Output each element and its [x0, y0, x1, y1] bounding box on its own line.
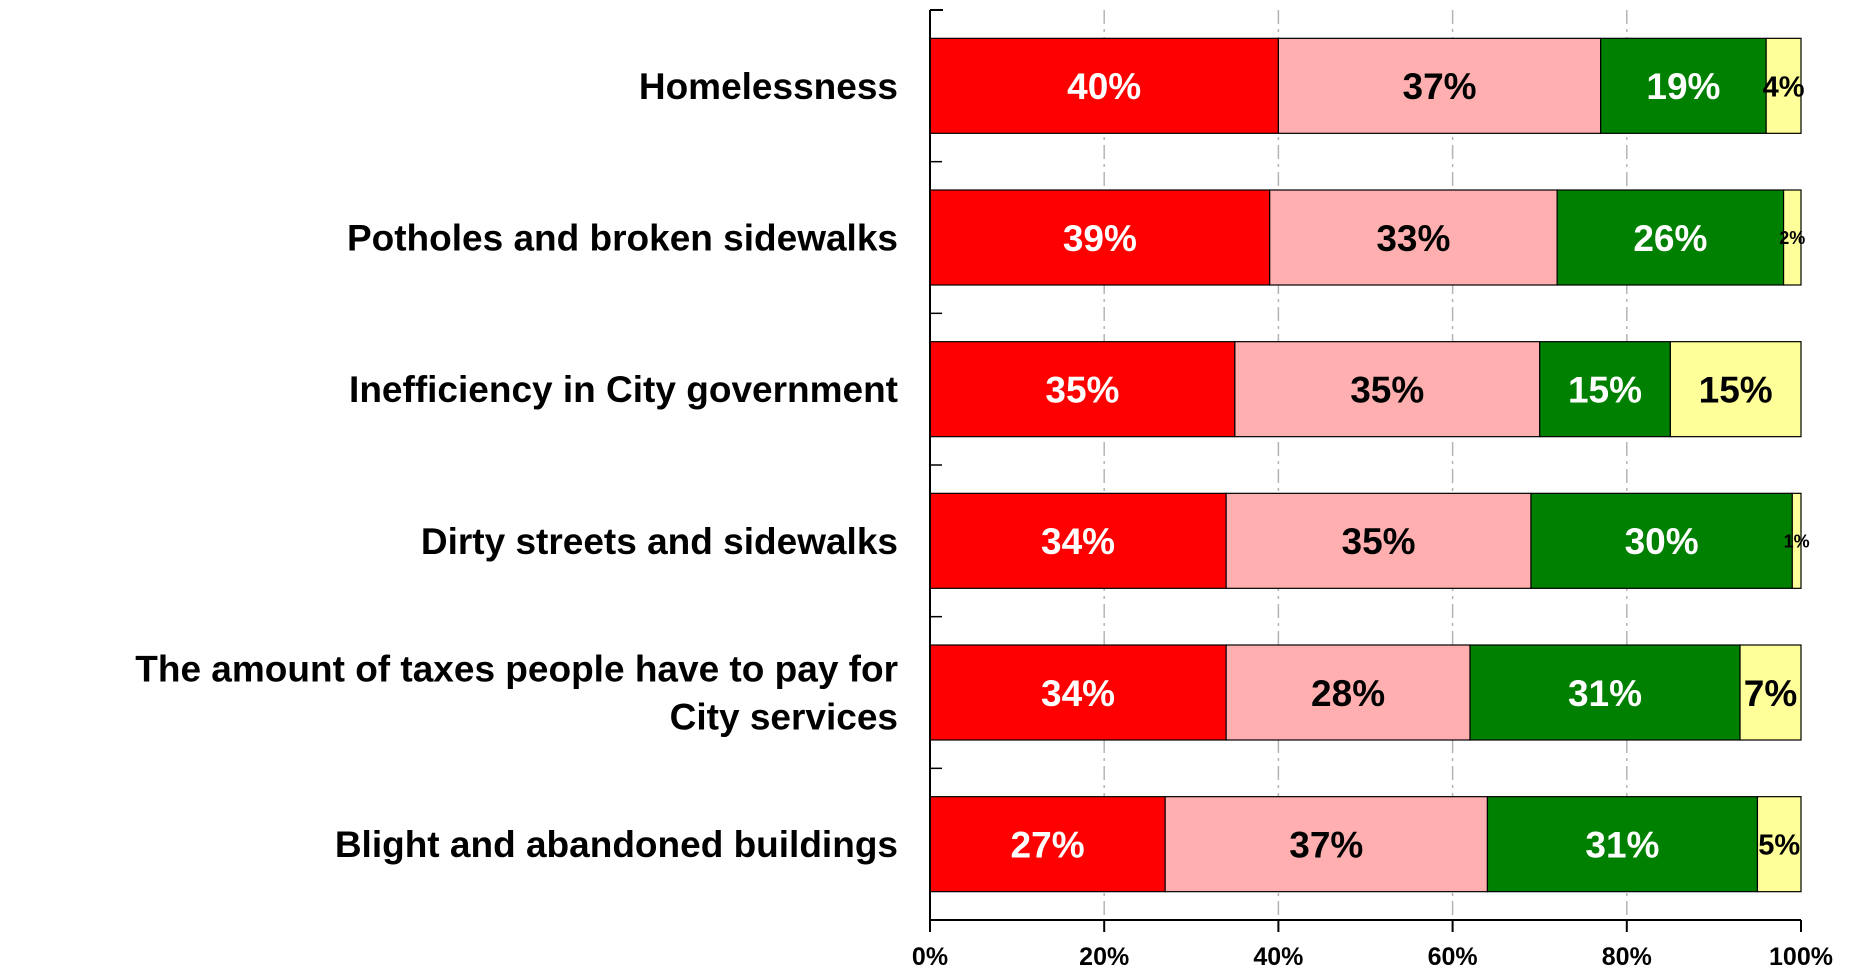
bar-segment — [929, 492, 1227, 589]
bar-segment — [1530, 492, 1793, 589]
x-tick-label: 60% — [1428, 943, 1478, 971]
value-label: 40% — [1067, 66, 1141, 107]
value-label: 5% — [1758, 830, 1800, 862]
value-label: 2% — [1779, 228, 1805, 248]
category-label: Homelessness — [639, 66, 898, 107]
category-label-line: Homelessness — [639, 66, 898, 107]
value-label: 35% — [1342, 521, 1416, 562]
value-label: 37% — [1403, 66, 1477, 107]
bar-segment — [1469, 644, 1741, 741]
gridlines — [1103, 10, 1628, 920]
value-label: 28% — [1311, 673, 1385, 714]
labels: 40% 37% 19% 4% Homelessness 39% 33% 26% 2% Pothol… — [135, 66, 1833, 971]
value-label: 31% — [1585, 824, 1659, 865]
category-label-line: Inefficiency in City government — [349, 369, 898, 410]
value-label: 37% — [1289, 824, 1363, 865]
bar-segment — [1486, 796, 1759, 893]
value-label: 15% — [1699, 369, 1773, 410]
bar-segment — [1277, 37, 1602, 134]
bar-segment — [1234, 341, 1541, 438]
value-label: 35% — [1350, 369, 1424, 410]
category-label: Dirty streets and sidewalks — [421, 521, 898, 562]
bar-segment — [1739, 644, 1802, 741]
x-tick-label: 80% — [1602, 943, 1652, 971]
value-label: 15% — [1568, 369, 1642, 410]
category-label: Inefficiency in City government — [349, 369, 898, 410]
value-label: 31% — [1568, 673, 1642, 714]
value-label: 1% — [1784, 531, 1810, 551]
value-label: 7% — [1744, 673, 1797, 714]
category-label: The amount of taxes people have to pay f… — [135, 649, 898, 738]
bar-segment — [1791, 492, 1802, 589]
bar-segment — [1756, 796, 1802, 893]
category-label-line: Dirty streets and sidewalks — [421, 521, 898, 562]
category-label: Blight and abandoned buildings — [335, 824, 898, 865]
value-label: 34% — [1041, 673, 1115, 714]
bar-segment — [1556, 189, 1785, 286]
bar-segment — [1164, 796, 1489, 893]
value-label: 30% — [1625, 521, 1699, 562]
bars — [929, 37, 1802, 893]
x-tick-label: 20% — [1079, 943, 1129, 971]
x-tick-label: 100% — [1769, 943, 1833, 971]
bar-segment — [1669, 341, 1802, 438]
bar-segment — [929, 37, 1279, 134]
x-tick-label: 40% — [1253, 943, 1303, 971]
value-label: 27% — [1011, 824, 1085, 865]
bar-segment — [1765, 37, 1802, 134]
value-label: 34% — [1041, 521, 1115, 562]
category-label: Potholes and broken sidewalks — [347, 218, 898, 259]
axes — [929, 9, 1802, 932]
value-label: 4% — [1763, 71, 1805, 103]
value-label: 26% — [1633, 218, 1707, 259]
bar-segment — [1269, 189, 1558, 286]
value-label: 39% — [1063, 218, 1137, 259]
category-label-line: Blight and abandoned buildings — [335, 824, 898, 865]
bar-segment — [1225, 492, 1532, 589]
category-label-line: City services — [670, 697, 898, 738]
category-label-line: The amount of taxes people have to pay f… — [135, 649, 898, 690]
value-label: 33% — [1376, 218, 1450, 259]
value-label: 35% — [1045, 369, 1119, 410]
category-label-line: Potholes and broken sidewalks — [347, 218, 898, 259]
value-label: 19% — [1646, 66, 1720, 107]
x-tick-label: 0% — [912, 943, 948, 971]
bar-segment — [1782, 189, 1802, 286]
